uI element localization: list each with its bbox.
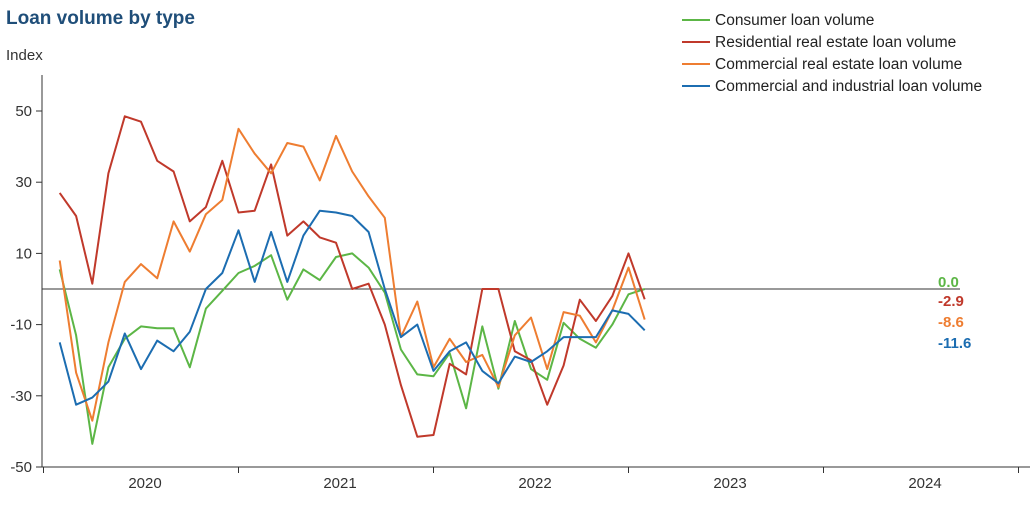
- y-tick-label: 10: [15, 245, 32, 262]
- legend-label-4: Commercial and industrial loan volume: [715, 78, 982, 95]
- series-line-2: [58, 115, 646, 438]
- x-tick-label: 2020: [128, 475, 161, 492]
- chart-title: Loan volume by type: [6, 8, 195, 29]
- axes-group: -50 -30 -10 10 30 50 2020 2021 2022 2023 2024: [10, 75, 1030, 492]
- end-labels-group: 0.0 -2.9 -8.6 -11.6: [938, 274, 971, 352]
- y-tick-label: 30: [15, 174, 32, 191]
- y-tick-label: -30: [10, 388, 32, 405]
- series-line-3: [58, 127, 646, 422]
- end-label-1: 0.0: [938, 274, 959, 291]
- end-label-2: -2.9: [938, 293, 964, 310]
- x-tick-label: 2022: [518, 475, 551, 492]
- legend-label-1: Consumer loan volume: [715, 12, 874, 29]
- series-line-1: [58, 252, 646, 445]
- y-axis-label: Index: [6, 47, 43, 64]
- x-tick-label: 2024: [908, 475, 941, 492]
- legend-label-3: Commercial real estate loan volume: [715, 56, 962, 73]
- y-tick-label: 50: [15, 103, 32, 120]
- end-label-3: -8.6: [938, 314, 964, 331]
- series-line-4: [58, 209, 646, 406]
- y-tick-label: -10: [10, 317, 32, 334]
- end-label-4: -11.6: [938, 335, 971, 352]
- legend-label-2: Residential real estate loan volume: [715, 34, 956, 51]
- series-lines-group: [58, 115, 646, 445]
- x-tick-label: 2021: [323, 475, 356, 492]
- legend: Consumer loan volume Residential real est…: [682, 12, 982, 95]
- x-tick-label: 2023: [713, 475, 746, 492]
- y-tick-label: -50: [10, 459, 32, 476]
